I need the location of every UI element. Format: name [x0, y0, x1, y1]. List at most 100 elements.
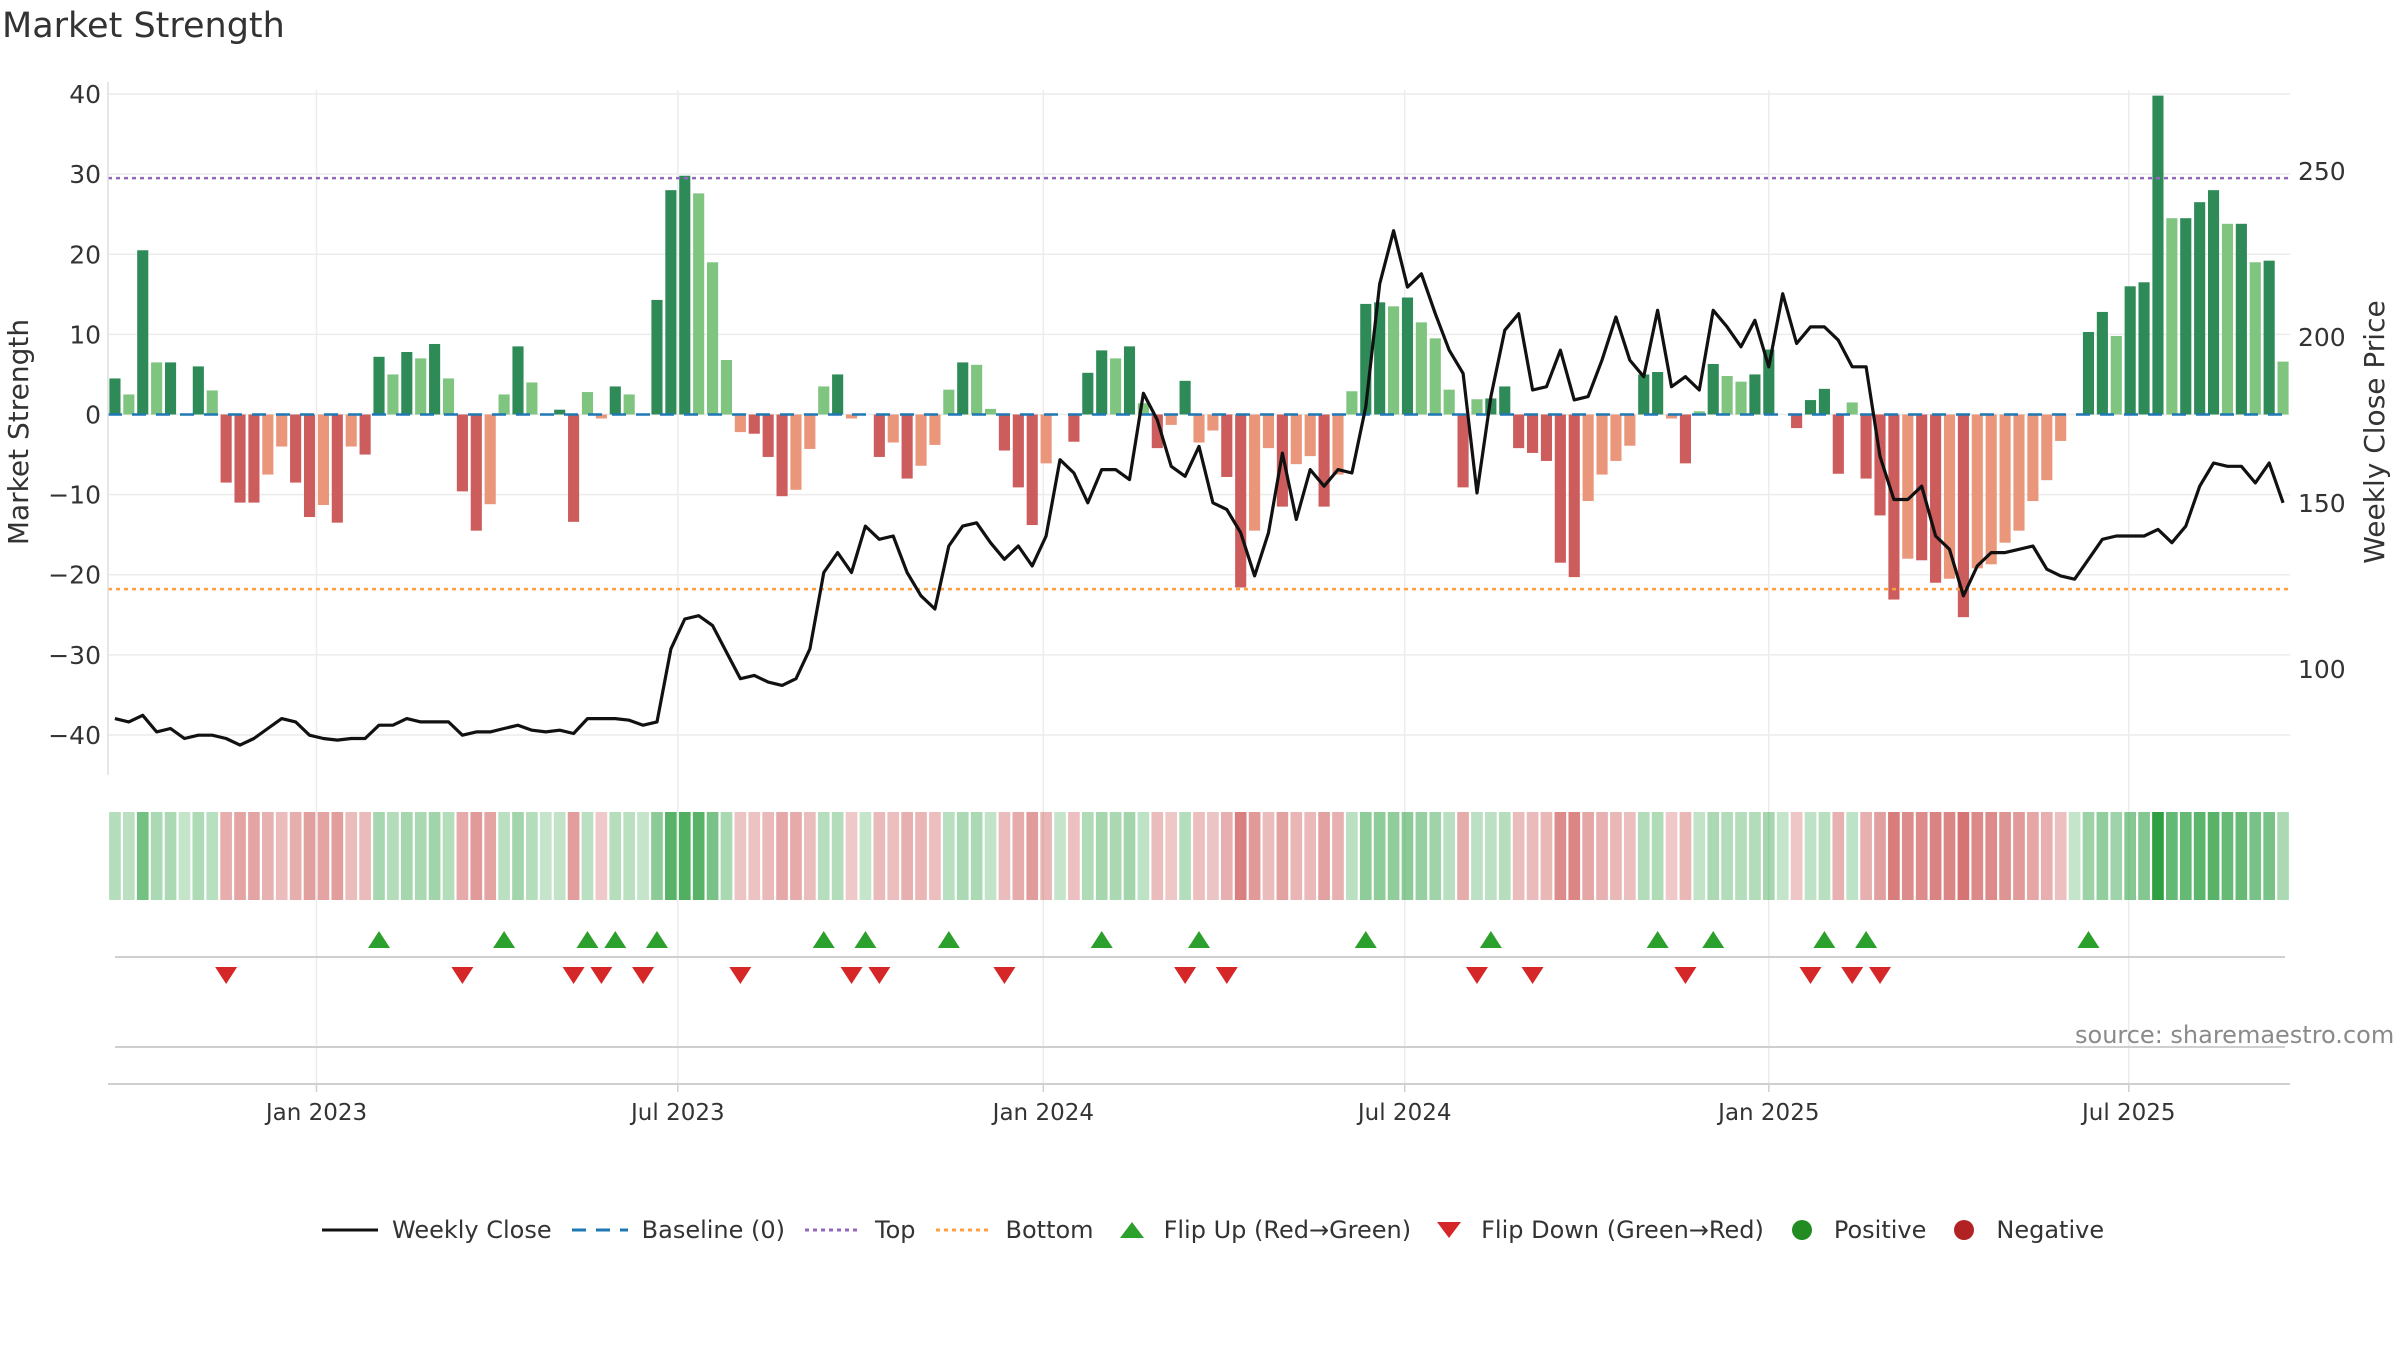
heat-cell: [790, 812, 802, 900]
flip-down-marker: [590, 967, 613, 984]
strength-bar: [109, 378, 121, 415]
heat-cell: [1874, 812, 1886, 900]
heat-cell: [2027, 812, 2039, 900]
strength-bar: [1707, 364, 1719, 415]
strength-bar: [665, 190, 677, 415]
strength-bar: [1526, 414, 1539, 453]
strength-bar: [373, 356, 385, 415]
heat-cell: [762, 812, 774, 900]
y-tick-label: 40: [69, 80, 101, 109]
strength-bar: [2152, 95, 2164, 415]
heat-cell: [1443, 812, 1456, 900]
strength-bar: [971, 364, 983, 415]
y2-tick-label: 100: [2298, 655, 2346, 684]
heat-cell: [2207, 812, 2220, 900]
strength-bar: [804, 414, 816, 449]
strength-bar: [1040, 414, 1052, 464]
y2-tick-label: 150: [2298, 489, 2346, 518]
strength-bar: [901, 414, 913, 479]
flip-up-marker: [645, 931, 668, 948]
heat-cell: [1109, 812, 1122, 900]
heat-cell: [1248, 812, 1261, 900]
heat-cell: [248, 812, 260, 900]
heat-cell: [970, 812, 983, 900]
strength-bar: [1151, 414, 1163, 449]
heat-cell: [1596, 812, 1608, 900]
heat-cell: [1888, 812, 1900, 900]
strength-bar: [1665, 414, 1678, 419]
heat-cell: [331, 812, 344, 900]
x-tick-label: Jan 2024: [991, 1100, 1094, 1126]
flip-up-marker: [937, 931, 960, 948]
strength-bar: [2221, 223, 2234, 415]
strength-bar: [1832, 414, 1844, 474]
strength-bar: [1360, 303, 1372, 415]
heat-cell: [373, 812, 385, 900]
heat-cell: [1776, 812, 1789, 900]
strength-bar: [456, 414, 468, 492]
heat-cell: [164, 812, 177, 900]
strength-bar: [1818, 388, 1830, 415]
strength-bar: [2124, 286, 2136, 415]
strength-bar: [748, 414, 760, 434]
heat-cell: [317, 812, 330, 900]
heat-cell: [456, 812, 469, 900]
heat-cell: [526, 812, 538, 900]
heat-cell: [1915, 812, 1928, 900]
strength-bar: [998, 414, 1010, 451]
source-note: source: sharemaestro.com: [2075, 1021, 2395, 1049]
strength-bar: [1791, 414, 1803, 429]
heat-cell: [1095, 812, 1108, 900]
x-tick-label: Jul 2025: [2080, 1100, 2176, 1126]
legend-weekly-close: Weekly Close: [320, 1216, 552, 1244]
strength-bar: [1721, 376, 1733, 415]
heat-cell: [1220, 812, 1233, 900]
heat-cell: [1804, 812, 1817, 900]
heat-cell: [692, 812, 705, 900]
strength-bar: [707, 262, 719, 415]
heat-cell: [1359, 812, 1372, 900]
strength-bar: [1846, 402, 1858, 415]
strength-bar: [248, 414, 260, 503]
heat-cell: [623, 812, 636, 900]
legend-flip-up: Flip Up (Red→Green): [1112, 1216, 1411, 1244]
heat-cell: [1943, 812, 1956, 900]
flip-down-marker: [1841, 967, 1864, 984]
strength-bar: [2277, 361, 2289, 415]
heat-cell: [484, 812, 497, 900]
strength-bar: [1318, 414, 1330, 507]
heat-cell: [1540, 812, 1553, 900]
strength-bar: [943, 389, 955, 415]
strength-bar: [470, 414, 482, 531]
heat-cell: [2179, 812, 2192, 900]
strength-bar: [2013, 414, 2025, 531]
heat-cell: [1707, 812, 1720, 900]
heat-cell: [1193, 812, 1205, 900]
strength-bar: [1026, 414, 1038, 526]
heat-cell: [1721, 812, 1733, 900]
chart-title: Market Strength: [2, 6, 285, 46]
flip-down-marker: [993, 967, 1016, 984]
heat-cell: [2013, 812, 2025, 900]
strength-bar: [2110, 335, 2122, 415]
strength-bar: [679, 175, 691, 415]
heat-cell: [1054, 812, 1066, 900]
strength-bar: [1652, 372, 1664, 415]
heat-cell: [1207, 812, 1219, 900]
strength-bar: [1082, 372, 1094, 415]
strength-bar: [1568, 414, 1580, 578]
heat-cell: [998, 812, 1011, 900]
strength-bar: [1290, 414, 1302, 465]
heat-cell: [776, 812, 788, 900]
weekly-close-series: [114, 229, 2285, 747]
strength-bar: [1068, 414, 1080, 442]
strength-bar: [1860, 414, 1872, 479]
heat-cell: [2082, 812, 2095, 900]
heat-cell: [387, 812, 399, 900]
strength-bar: [929, 414, 941, 445]
strength-bar: [1596, 414, 1608, 475]
flip-up-marker: [1354, 931, 1377, 948]
heat-cell: [1429, 812, 1442, 900]
heat-cell: [1679, 812, 1692, 900]
y-tick-label: −40: [48, 721, 101, 750]
